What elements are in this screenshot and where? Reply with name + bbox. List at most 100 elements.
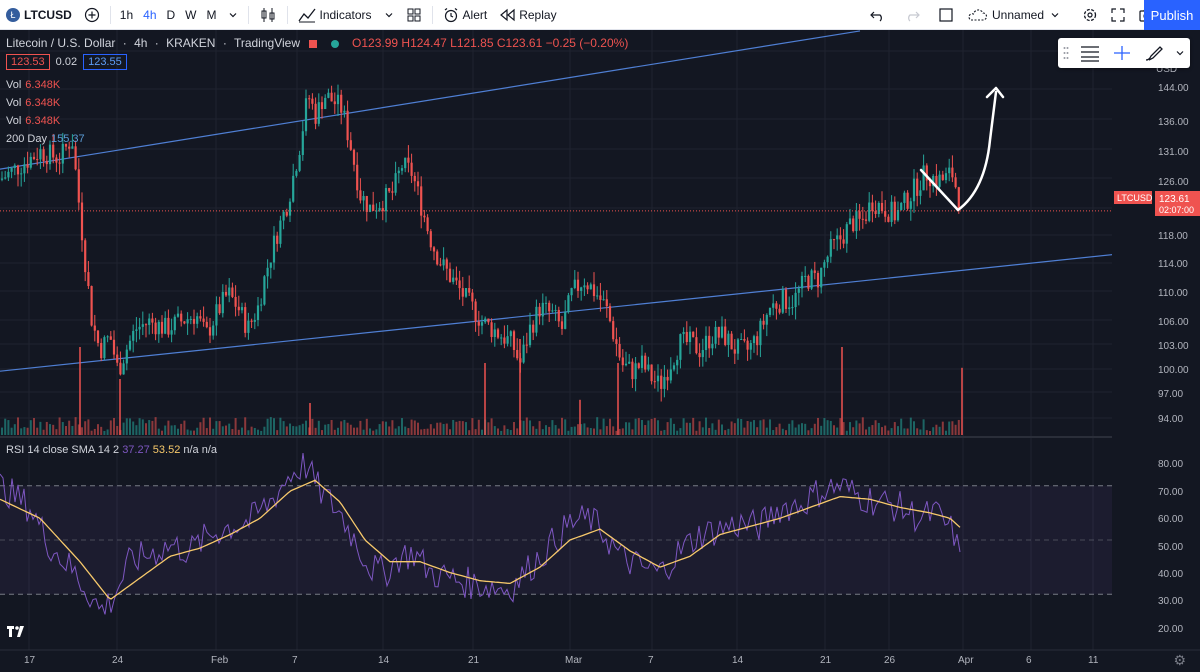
indicators-button[interactable]: Indicators (292, 0, 378, 30)
ask-price[interactable]: 123.55 (83, 54, 127, 70)
candle-body (832, 239, 836, 241)
volume-bar (433, 428, 435, 435)
indicator-vol-1[interactable]: Vol 6.348K (6, 79, 60, 91)
timeframe-m[interactable]: M (206, 7, 217, 22)
candle-body (228, 287, 231, 296)
volume-bar (343, 419, 346, 435)
volume-spike (79, 347, 81, 435)
hand-drawn-projection-arrow[interactable] (919, 86, 1005, 212)
candle-body (749, 343, 752, 350)
volume-bar (602, 418, 605, 435)
volume-bar (487, 422, 490, 435)
line-style-icon[interactable] (1079, 44, 1101, 62)
volume-bar (103, 430, 106, 435)
volume-bar (337, 427, 339, 435)
candle-body (244, 307, 247, 333)
candle-body (420, 186, 423, 216)
undo-button[interactable] (864, 0, 892, 30)
candle-body (186, 319, 189, 324)
volume-bar (33, 418, 35, 435)
candle-body (679, 334, 682, 360)
fullscreen-button[interactable] (1104, 0, 1132, 30)
volume-bar (839, 418, 842, 435)
timeframe-d[interactable]: D (166, 7, 176, 22)
candle-body (84, 240, 87, 273)
compare-button[interactable] (78, 0, 106, 30)
settings-gear-icon[interactable]: ⚙ (1173, 652, 1186, 668)
drag-handle-icon[interactable] (1063, 46, 1069, 60)
alert-button[interactable]: Alert (437, 0, 494, 30)
indicator-vol-3[interactable]: Vol 6.348K (6, 115, 60, 127)
volume-bar (797, 424, 800, 435)
candle-body (13, 165, 16, 168)
layout-button[interactable] (400, 0, 428, 30)
timeframe-dropdown[interactable] (222, 0, 244, 30)
fullscreen-frame-button[interactable] (932, 0, 960, 30)
volume-bar (538, 421, 541, 435)
publish-button[interactable]: Publish (1144, 0, 1200, 30)
chart-type-button[interactable] (253, 0, 283, 30)
volume-bar (711, 423, 714, 435)
replay-button[interactable]: Replay (493, 0, 562, 30)
candle-body (336, 94, 340, 105)
timeframe-1h[interactable]: 1h (119, 7, 134, 22)
rsi-legend[interactable]: RSI 14 close SMA 14 2 37.27 53.52 n/a n/… (6, 444, 217, 456)
settings-button[interactable] (1076, 0, 1104, 30)
volume-bar (295, 426, 298, 435)
chevron-down-icon (229, 12, 236, 17)
volume-bar (212, 428, 215, 435)
indicator-200-day[interactable]: 200 Day 155.37 (6, 133, 85, 145)
candle-body (282, 211, 285, 221)
candle-body (922, 165, 925, 191)
symbol-label: LTCUSD (24, 7, 72, 22)
chart-legend[interactable]: Litecoin / U.S. Dollar · 4h · KRAKEN · T… (6, 36, 629, 50)
candle-body (128, 340, 132, 350)
symbol-search[interactable]: Ł LTCUSD (0, 0, 78, 30)
candle-body (442, 259, 445, 266)
price-axis[interactable]: USD 144.00 136.00 131.00 126.00 118.00 1… (1112, 30, 1200, 652)
chevron-down-icon[interactable] (1175, 48, 1185, 58)
candle-body (804, 275, 807, 277)
indicator-vol-2[interactable]: Vol 6.348K (6, 97, 60, 109)
indicators-more[interactable] (378, 0, 400, 30)
volume-bar (55, 429, 58, 435)
volume-bar (865, 429, 867, 435)
price-tick: 100.00 (1158, 365, 1189, 376)
candlesticks (0, 84, 960, 402)
candle-body (909, 201, 912, 209)
volume-bar (714, 429, 717, 435)
volume-bars (1, 339, 963, 435)
candle-body (560, 321, 564, 329)
timeframe-w[interactable]: W (185, 7, 197, 22)
volume-bar (327, 424, 330, 435)
candle-body (813, 270, 816, 273)
chart-canvas[interactable]: USD 144.00 136.00 131.00 126.00 118.00 1… (0, 30, 1200, 672)
redo-button[interactable] (898, 0, 926, 30)
volume-bar (474, 429, 477, 435)
candle-body (202, 318, 205, 322)
volume-bar (4, 418, 7, 435)
candle-body (512, 331, 516, 350)
currency-label[interactable]: USD (1156, 64, 1177, 75)
candle-body (676, 359, 679, 366)
candle-body (551, 310, 554, 312)
volume-bar (794, 427, 797, 435)
tradingview-logo-icon[interactable] (6, 624, 28, 638)
candle-body (557, 309, 560, 322)
add-circle-icon (84, 7, 99, 22)
candle-body (564, 312, 567, 329)
volume-bar (81, 427, 83, 435)
red-flag-icon[interactable] (309, 39, 318, 48)
last-price-tag (1155, 191, 1200, 216)
crosshair-icon[interactable] (1111, 44, 1133, 62)
rsi-tick: 50.00 (1158, 542, 1183, 553)
brush-icon[interactable] (1143, 44, 1165, 62)
layout-name-dropdown[interactable]: Unnamed (960, 0, 1066, 30)
candle-body (810, 270, 813, 289)
time-axis[interactable]: 17 24 Feb 7 14 21 Mar 7 14 21 26 Apr 6 1… (0, 649, 1200, 666)
timeframe-4h[interactable]: 4h (143, 7, 157, 22)
trendlines[interactable] (0, 30, 1151, 372)
bid-price[interactable]: 123.53 (6, 54, 50, 70)
volume-bar (852, 427, 855, 435)
candle-body (429, 231, 432, 248)
